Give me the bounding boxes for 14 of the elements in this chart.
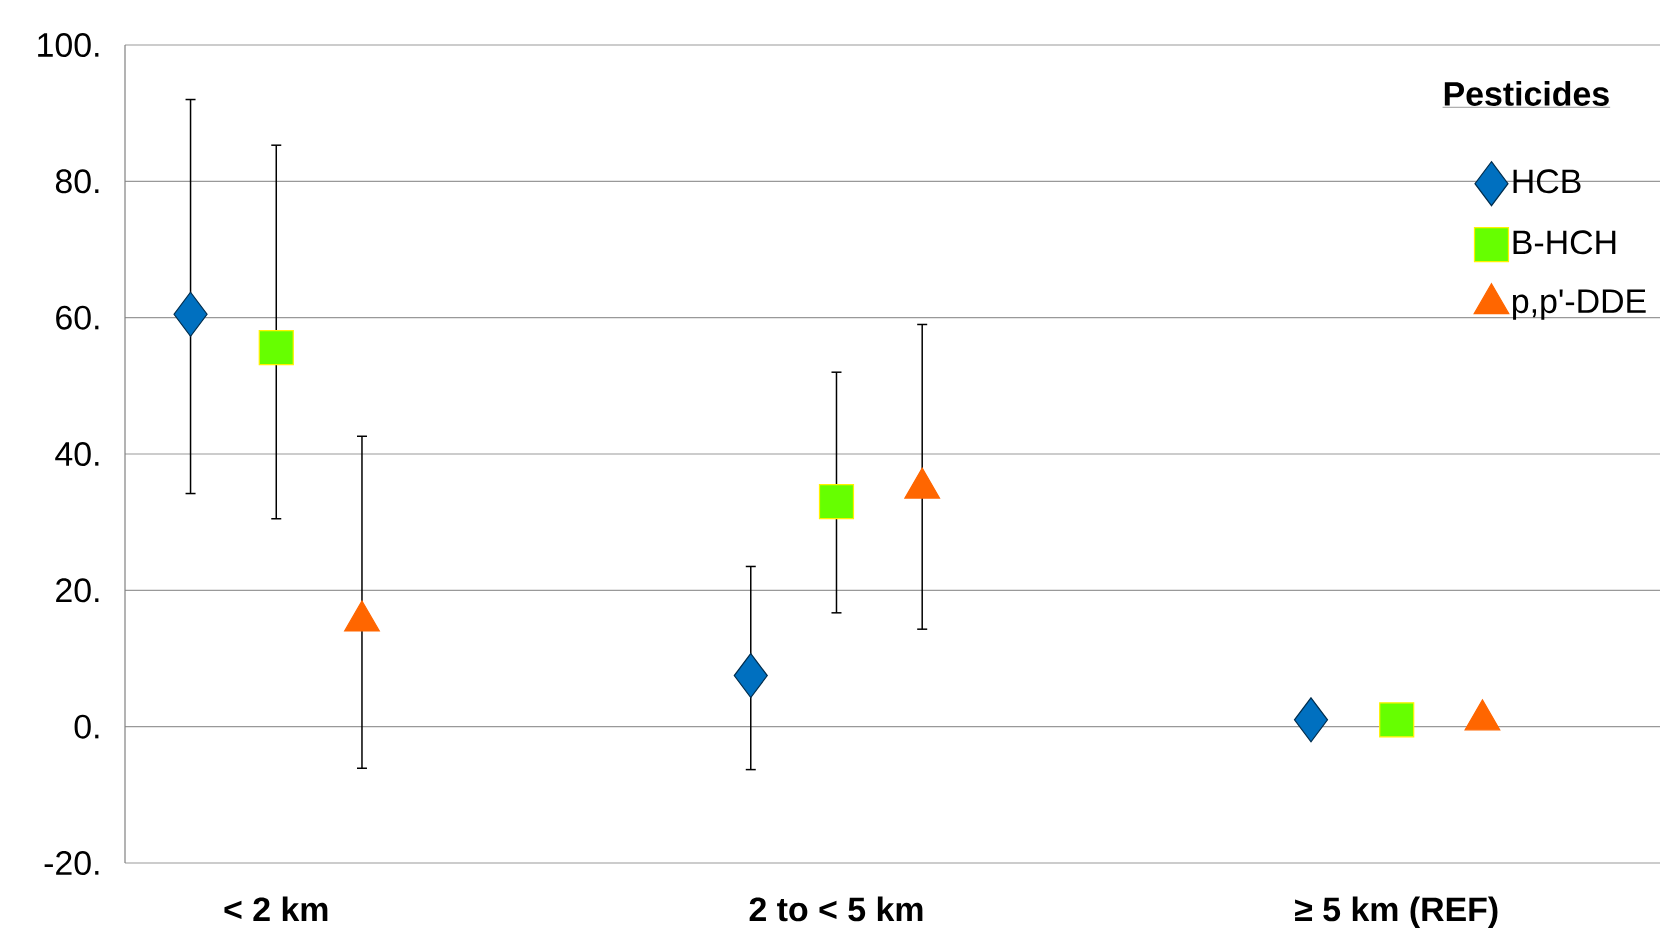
legend-label: p,p'-DDE: [1512, 289, 1646, 320]
y-tick-label: 0.: [74, 714, 99, 739]
x-tick-label: ≥ 5 km (REF): [1295, 896, 1498, 929]
y-tick-label: 60.: [56, 305, 99, 330]
y-tick-label: 80.: [55, 169, 99, 194]
x-tick-label: 2 to < 5 km: [749, 896, 923, 922]
y-tick-label: 40.: [55, 442, 99, 466]
legend-label: HCB: [1513, 169, 1581, 194]
legend-label: B-HCH: [1513, 230, 1616, 255]
y-tick-label: -20.: [44, 851, 99, 875]
y-tick-label: 100.: [38, 32, 99, 57]
x-tick-label: < 2 km: [224, 896, 328, 922]
y-tick-label: 20.: [56, 578, 99, 603]
legend-title: Pesticides: [1444, 81, 1609, 106]
